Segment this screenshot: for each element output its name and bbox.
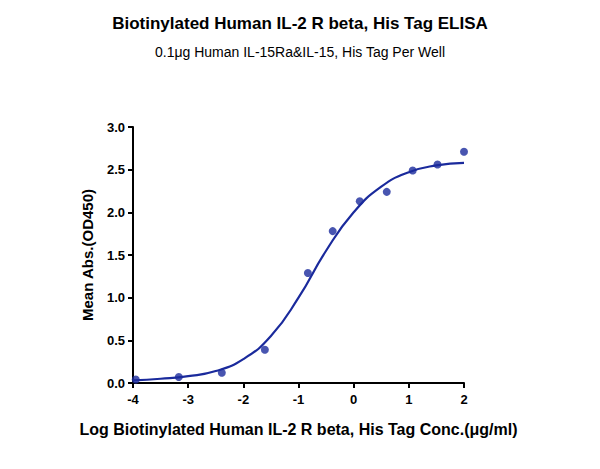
svg-text:-2: -2: [238, 392, 250, 407]
svg-text:0: 0: [350, 392, 357, 407]
svg-text:-1: -1: [293, 392, 305, 407]
svg-text:Mean Abs.(OD450): Mean Abs.(OD450): [79, 189, 96, 321]
svg-text:2.5: 2.5: [107, 162, 125, 177]
svg-text:2: 2: [460, 392, 467, 407]
svg-text:1.5: 1.5: [107, 248, 125, 263]
svg-text:1: 1: [405, 392, 412, 407]
svg-text:-3: -3: [182, 392, 194, 407]
svg-text:0.1μg Human IL-15Ra&IL-15, His: 0.1μg Human IL-15Ra&IL-15, His Tag Per W…: [155, 44, 445, 60]
svg-text:-4: -4: [127, 392, 139, 407]
svg-text:3.0: 3.0: [107, 120, 125, 135]
svg-text:Log Biotinylated Human IL-2 R: Log Biotinylated Human IL-2 R beta, His …: [80, 421, 518, 438]
svg-text:2.0: 2.0: [107, 205, 125, 220]
svg-text:0.0: 0.0: [107, 376, 125, 391]
svg-text:Biotinylated Human IL-2 R beta: Biotinylated Human IL-2 R beta, His Tag …: [112, 14, 488, 33]
svg-text:0.5: 0.5: [107, 333, 125, 348]
svg-text:1.0: 1.0: [107, 290, 125, 305]
